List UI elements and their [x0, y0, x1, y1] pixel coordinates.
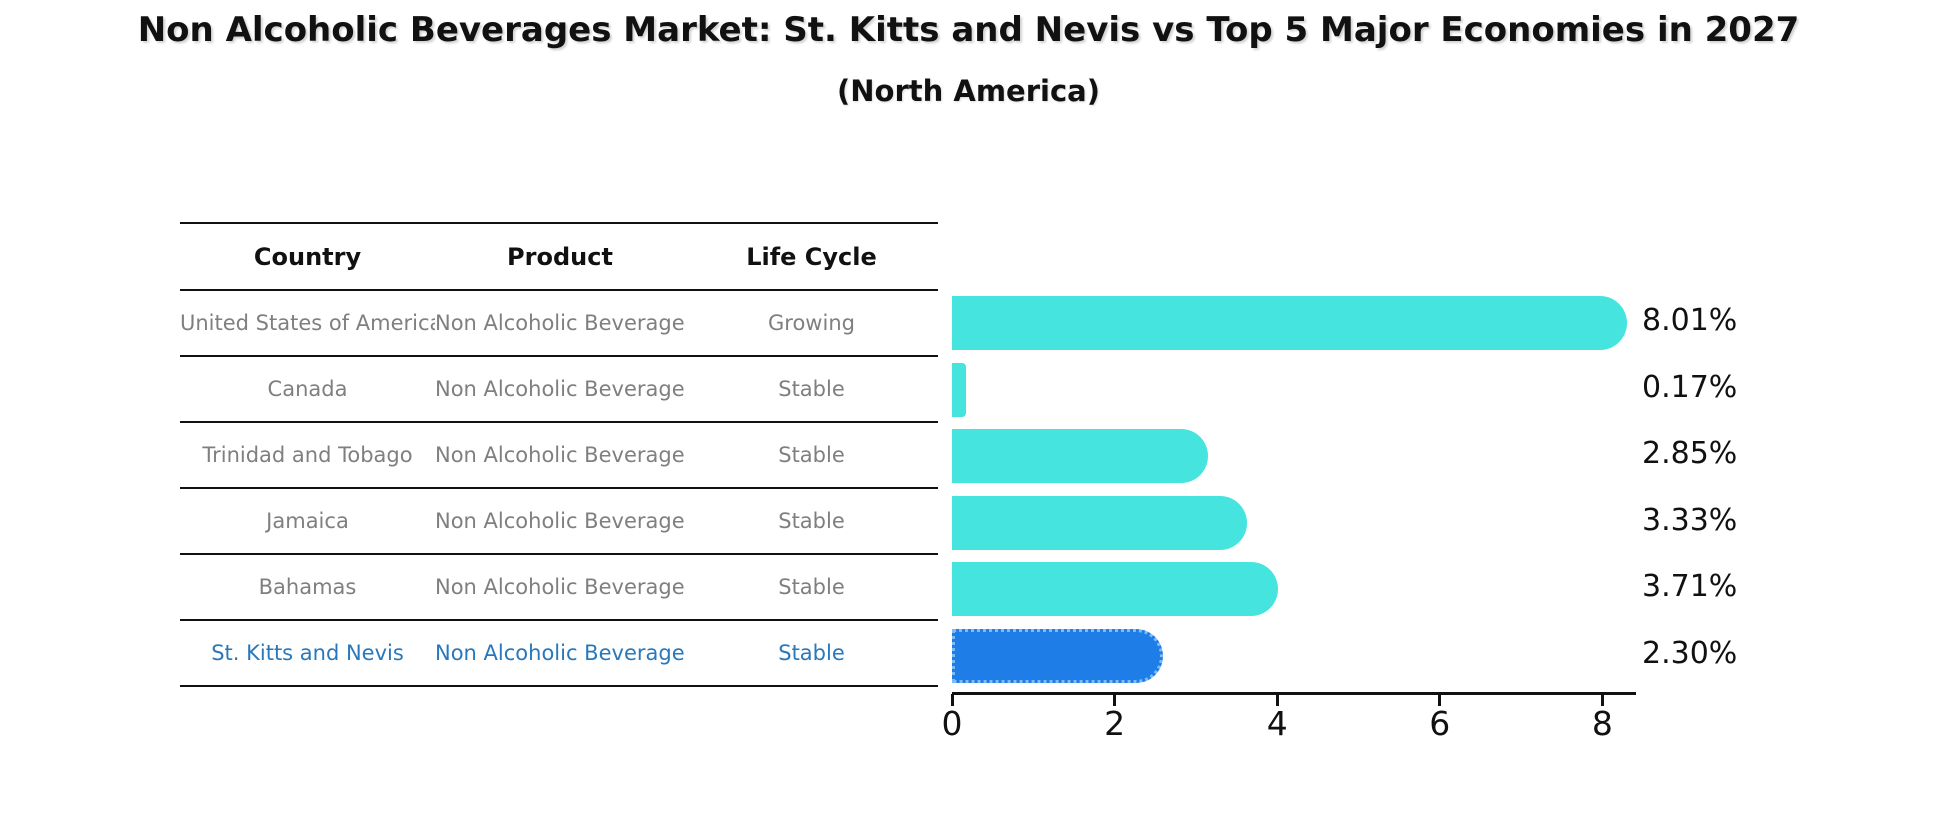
x-axis-tick-mark	[1600, 694, 1604, 706]
table-cell-country: St. Kitts and Nevis	[211, 641, 404, 665]
x-axis-tick-label: 8	[1591, 704, 1613, 743]
bar-bahamas	[952, 562, 1278, 616]
x-axis-tick-label: 6	[1429, 704, 1451, 743]
table-cell-country: Bahamas	[258, 575, 357, 599]
x-axis-tick-mark	[1438, 694, 1442, 706]
bar-value-label: 8.01%	[1642, 303, 1738, 338]
bar-trinidad-and-tobago	[952, 429, 1208, 483]
bar-jamaica	[952, 495, 1247, 550]
chart-title: Non Alcoholic Beverages Market: St. Kitt…	[137, 10, 1800, 50]
bar-united-states-of-america	[952, 296, 1628, 350]
country-info-table: Country Product Life Cycle United States…	[180, 222, 938, 687]
table-cell-product: Non Alcoholic Beverages	[435, 377, 685, 401]
table-header-product: Product	[507, 242, 613, 271]
table-cell-product: Non Alcoholic Beverages	[435, 443, 685, 467]
table-cell-product: Non Alcoholic Beverages	[435, 575, 685, 599]
x-axis-tick-label: 4	[1266, 704, 1288, 743]
table-row: Trinidad and Tobago Non Alcoholic Beverag…	[180, 423, 938, 489]
bar-value-label: 0.17%	[1642, 369, 1738, 405]
x-axis-tick-mark	[950, 694, 954, 706]
table-cell-life-cycle: Stable	[778, 575, 845, 599]
table-row: St. Kitts and Nevis Non Alcoholic Beverag…	[180, 621, 938, 687]
x-axis-tick-label: 2	[1104, 704, 1126, 743]
table-cell-life-cycle: Growing	[768, 311, 855, 335]
x-axis-tick-mark	[1113, 694, 1117, 706]
x-axis-tick-label: 0	[941, 704, 963, 743]
chart-subtitle: (North America)	[837, 74, 1100, 108]
x-axis-line	[952, 692, 1636, 695]
bar-value-label: 2.85%	[1642, 436, 1738, 471]
table-cell-product: Non Alcoholic Beverages	[435, 509, 685, 533]
table-header-row: Country Product Life Cycle	[180, 224, 938, 291]
bar-value-label: 2.30%	[1642, 635, 1738, 671]
table-row: Canada Non Alcoholic Beverages Stable	[180, 357, 938, 423]
table-cell-life-cycle: Stable	[778, 641, 845, 665]
bar-value-label: 3.71%	[1642, 569, 1738, 604]
table-cell-life-cycle: Stable	[778, 509, 845, 533]
bar-highlight-st-kitts-and-nevis	[952, 628, 1163, 683]
table-cell-country: Jamaica	[266, 509, 349, 533]
table-header-country: Country	[253, 242, 362, 271]
x-axis-tick-mark	[1275, 694, 1279, 706]
table-cell-product: Non Alcoholic Beverages	[435, 311, 685, 335]
table-header-life-cycle: Life Cycle	[746, 242, 877, 271]
table-cell-country: United States of America	[180, 311, 435, 335]
table-cell-life-cycle: Stable	[778, 377, 845, 401]
table-cell-product: Non Alcoholic Beverages	[435, 641, 685, 665]
bar-canada	[952, 362, 966, 417]
table-cell-life-cycle: Stable	[778, 443, 845, 467]
table-body: United States of America Non Alcoholic Be…	[180, 291, 938, 687]
table-row: Jamaica Non Alcoholic Beverages Stable	[180, 489, 938, 555]
table-row: United States of America Non Alcoholic Be…	[180, 291, 938, 357]
bar-value-label: 3.33%	[1642, 502, 1738, 538]
table-row: Bahamas Non Alcoholic Beverages Stable	[180, 555, 938, 621]
table-cell-country: Canada	[267, 377, 348, 401]
table-cell-country: Trinidad and Tobago	[202, 443, 413, 467]
